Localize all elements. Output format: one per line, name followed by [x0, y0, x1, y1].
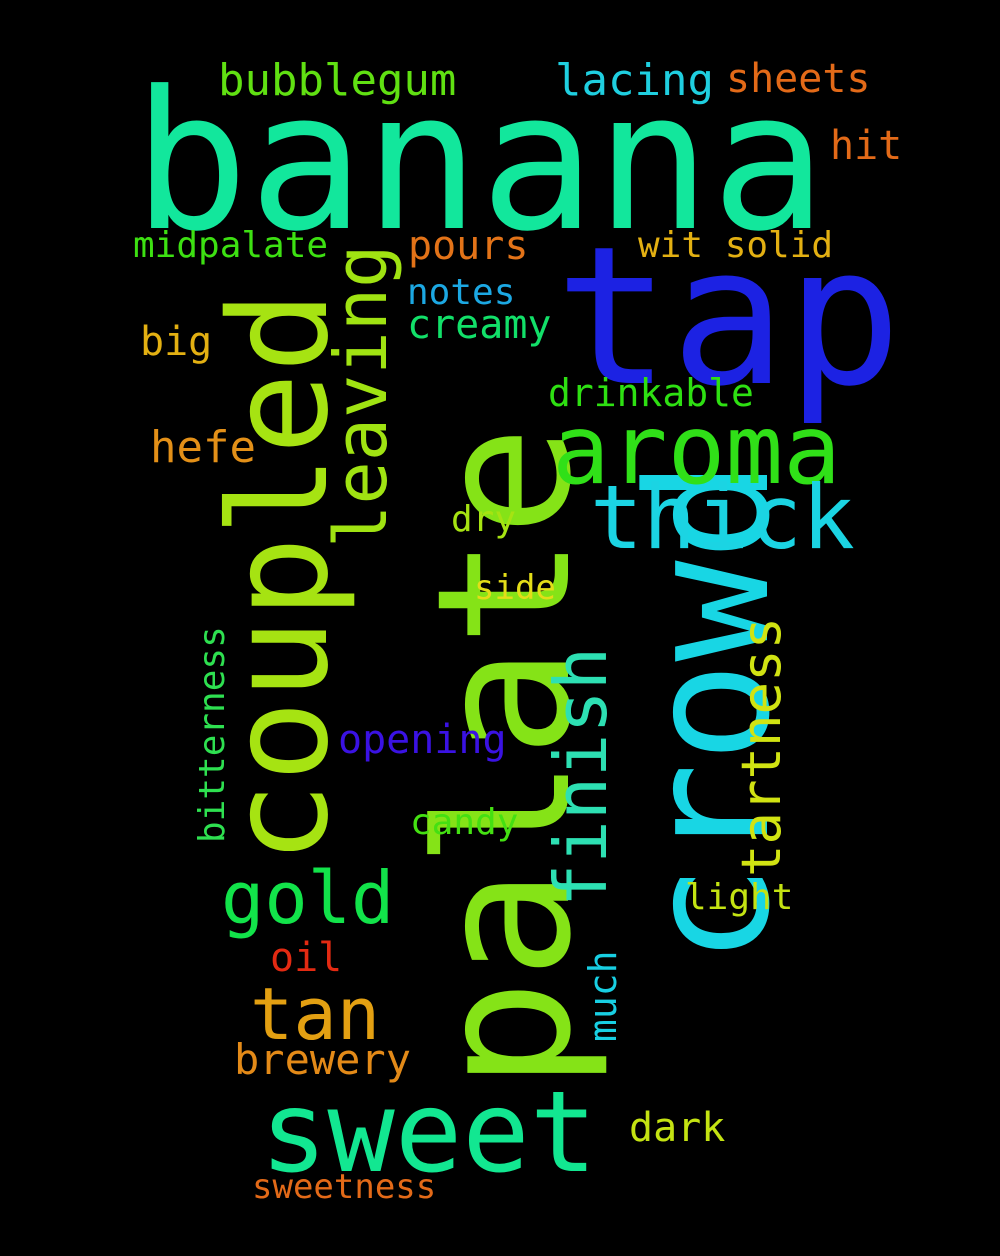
word-opening: opening [338, 717, 507, 763]
word-tan: tan [250, 972, 381, 1056]
word-creamy: creamy [407, 302, 552, 348]
word-pours: pours [408, 223, 529, 269]
word-sweet: sweet [260, 1068, 598, 1198]
word-bubblegum: bubblegum [218, 55, 457, 106]
word-hefe: hefe [150, 422, 256, 473]
word-dry: dry [451, 499, 517, 540]
word-side: side [474, 568, 556, 608]
word-candy: candy [410, 802, 519, 843]
word-aroma: aroma [552, 394, 841, 506]
word-banana: banana [133, 51, 827, 274]
word-gold: gold [221, 856, 395, 940]
word-much: much [581, 950, 625, 1042]
word-lacing: lacing [555, 55, 714, 106]
word-dark: dark [629, 1105, 726, 1151]
word-oil: oil [270, 935, 343, 981]
word-leaving: leaving [319, 244, 403, 548]
word-light: light [685, 877, 794, 918]
word-notes: notes [407, 272, 516, 313]
word-brewery: brewery [234, 1035, 412, 1084]
word-sheets: sheets [726, 56, 871, 102]
word-hit: hit [830, 123, 903, 169]
word-drinkable: drinkable [548, 371, 754, 415]
word-tap: tap [555, 206, 902, 429]
word-big: big [140, 319, 213, 365]
word-midpalate: midpalate [133, 225, 329, 266]
word-finish: finish [539, 646, 623, 907]
word-thick: thick [590, 466, 855, 569]
word-sweetness: sweetness [252, 1167, 437, 1207]
word-tartness: tartness [730, 616, 793, 877]
word-bitterness: bitterness [192, 626, 233, 843]
word-wit-solid: wit solid [638, 225, 834, 266]
